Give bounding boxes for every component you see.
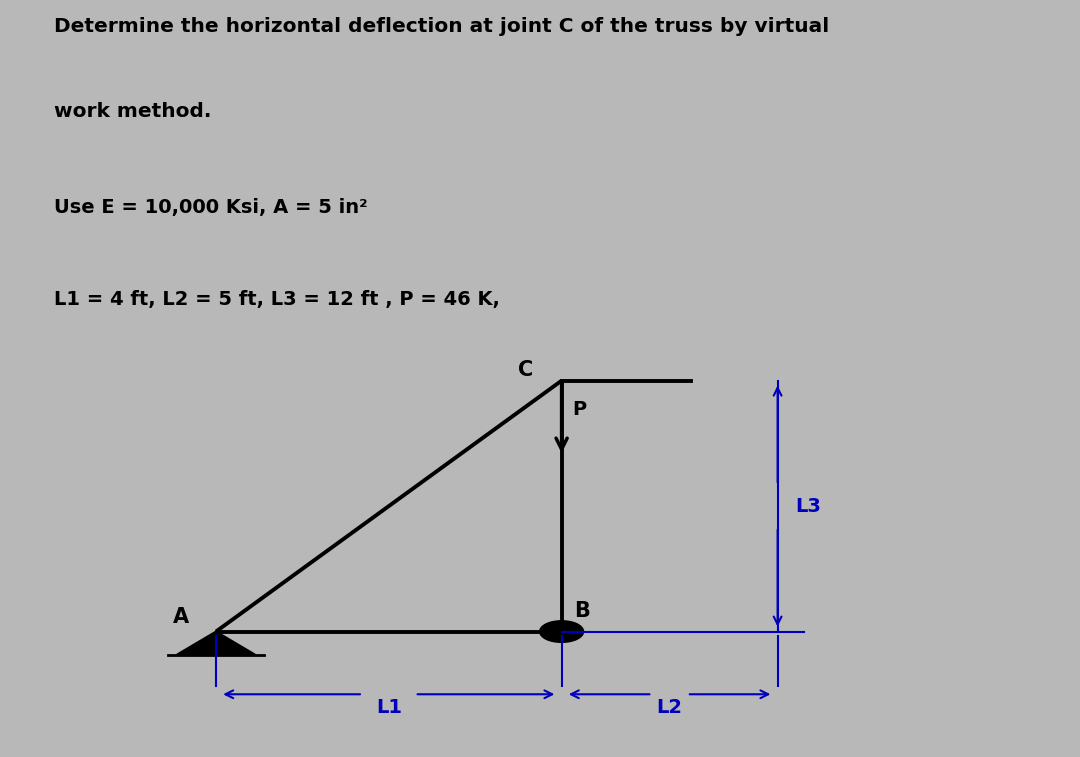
Circle shape: [540, 621, 583, 642]
Text: Use E = 10,000 Ksi, A = 5 in²: Use E = 10,000 Ksi, A = 5 in²: [54, 198, 367, 217]
Text: work method.: work method.: [54, 102, 212, 121]
Text: Determine the horizontal deflection at joint C of the truss by virtual: Determine the horizontal deflection at j…: [54, 17, 829, 36]
Text: A: A: [173, 607, 189, 628]
Polygon shape: [177, 631, 255, 655]
Text: P: P: [572, 400, 586, 419]
Text: L1: L1: [376, 698, 402, 717]
Text: B: B: [575, 601, 591, 621]
Text: C: C: [518, 360, 534, 381]
Text: L1 = 4 ft, L2 = 5 ft, L3 = 12 ft , P = 46 K,: L1 = 4 ft, L2 = 5 ft, L3 = 12 ft , P = 4…: [54, 290, 500, 309]
Text: L3: L3: [795, 497, 821, 516]
Text: L2: L2: [657, 698, 683, 717]
